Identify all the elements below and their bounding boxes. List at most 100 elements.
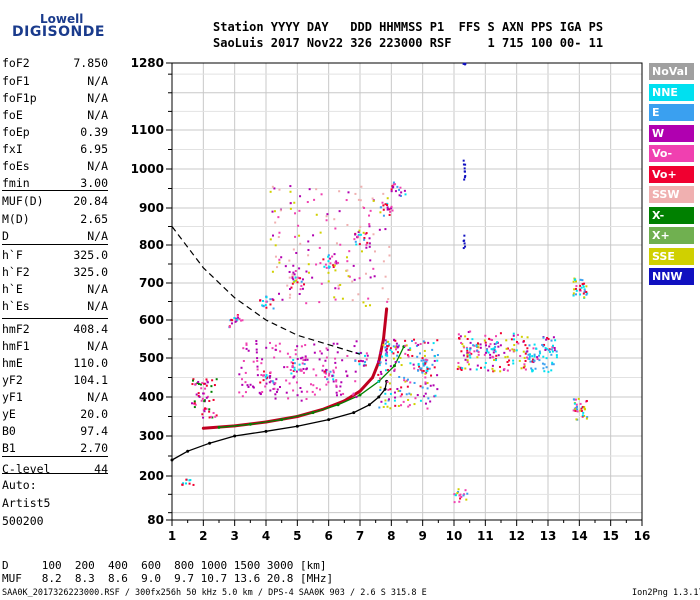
echo-point xyxy=(492,347,495,350)
echo-point xyxy=(409,393,412,396)
param-label: foF1p xyxy=(2,91,37,105)
echo-point xyxy=(315,263,318,266)
echo-point xyxy=(518,359,521,362)
echo-point xyxy=(579,288,582,291)
echo-point xyxy=(399,186,402,189)
echo-point xyxy=(419,385,422,388)
echo-point xyxy=(533,359,536,362)
echo-point xyxy=(245,342,248,345)
echo-point xyxy=(364,364,367,367)
echo-point xyxy=(379,361,382,364)
echo-point xyxy=(476,356,479,359)
echo-point xyxy=(464,245,467,248)
param-value: 325.0 xyxy=(73,265,108,279)
echo-point xyxy=(505,339,508,342)
echo-point xyxy=(545,366,548,369)
echo-point xyxy=(430,374,433,377)
echo-point xyxy=(539,352,542,355)
echo-point xyxy=(538,350,541,353)
echo-point xyxy=(412,363,415,366)
echo-point xyxy=(393,339,396,342)
echo-point xyxy=(313,198,316,201)
echo-point xyxy=(301,362,304,365)
echo-point xyxy=(271,270,274,273)
echo-point xyxy=(583,282,586,285)
echo-point xyxy=(293,368,296,371)
echo-point xyxy=(525,356,528,359)
echo-point xyxy=(386,340,389,343)
echo-point xyxy=(320,193,323,196)
param-row-c-level: C-level 44 xyxy=(2,462,108,476)
param-value: 325.0 xyxy=(73,248,108,262)
echo-point xyxy=(300,345,303,348)
echo-point xyxy=(325,266,328,269)
echo-point xyxy=(463,242,466,245)
echo-point xyxy=(468,351,471,354)
series-point xyxy=(382,337,385,341)
echo-point xyxy=(332,342,335,345)
echo-point xyxy=(307,271,310,274)
echo-point xyxy=(524,359,527,362)
echo-point xyxy=(468,354,471,357)
echo-point xyxy=(404,352,407,355)
echo-point xyxy=(526,350,529,353)
echo-point xyxy=(293,201,296,204)
x-tick-label: 11 xyxy=(477,529,494,543)
y-tick-label: 700 xyxy=(139,276,164,290)
echo-point xyxy=(379,377,382,380)
echo-point xyxy=(523,356,526,359)
echo-point xyxy=(545,348,548,351)
echo-point xyxy=(322,258,325,261)
x-tick-label: 9 xyxy=(418,529,426,543)
echo-point xyxy=(574,409,577,412)
echo-point xyxy=(291,365,294,368)
echo-point xyxy=(335,384,338,387)
echo-point xyxy=(395,348,398,351)
echo-point xyxy=(384,349,387,352)
echo-point xyxy=(464,367,467,370)
echo-point xyxy=(457,337,460,340)
echo-point xyxy=(255,342,258,345)
echo-point xyxy=(479,346,482,349)
echo-point xyxy=(188,482,191,485)
param-label: h`E xyxy=(2,282,23,296)
echo-point xyxy=(531,355,534,358)
echo-point xyxy=(288,382,291,385)
echo-point xyxy=(373,250,376,253)
echo-point xyxy=(436,388,439,391)
echo-point xyxy=(325,347,328,350)
echo-point xyxy=(203,410,206,413)
echo-point xyxy=(182,482,185,485)
echo-point xyxy=(487,369,490,372)
echo-point xyxy=(233,316,236,319)
echo-point xyxy=(357,233,360,236)
param-row-foes: foEs N/A xyxy=(2,159,108,173)
echo-point xyxy=(285,379,288,382)
echo-point xyxy=(533,353,536,356)
echo-point xyxy=(384,228,387,231)
echo-point xyxy=(457,361,460,364)
echo-point xyxy=(388,382,391,385)
echo-point xyxy=(432,342,435,345)
series-line-1 xyxy=(171,381,388,461)
series-point xyxy=(383,387,387,391)
echo-point xyxy=(494,350,497,353)
echo-point xyxy=(358,363,361,366)
echo-point xyxy=(555,350,558,353)
param-value: N/A xyxy=(87,390,108,404)
param-row-h-f: h`F 325.0 xyxy=(2,248,108,262)
param-value: N/A xyxy=(87,282,108,296)
echo-point xyxy=(572,292,575,295)
echo-point xyxy=(572,294,575,297)
echo-point xyxy=(255,351,258,354)
echo-point xyxy=(377,373,380,376)
echo-point xyxy=(385,369,388,372)
echo-point xyxy=(546,336,549,339)
echo-point xyxy=(365,243,368,246)
param-value: 20.84 xyxy=(73,194,108,208)
echo-point xyxy=(318,358,321,361)
echo-point xyxy=(309,383,312,386)
echo-point xyxy=(392,186,395,189)
echo-point xyxy=(414,342,417,345)
echo-point xyxy=(359,233,362,236)
